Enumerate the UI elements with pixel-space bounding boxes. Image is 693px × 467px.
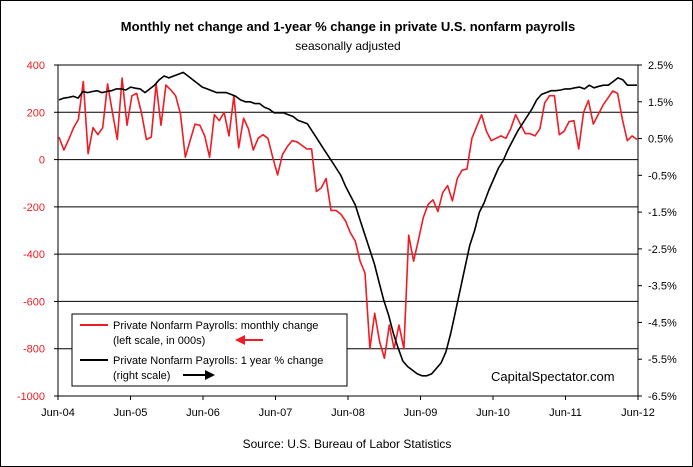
right-tick-label-2: 0.5% — [648, 134, 673, 146]
watermark: CapitalSpectator.com — [491, 369, 615, 384]
chart-title: Monthly net change and 1-year % change i… — [121, 19, 575, 34]
right-tick-label-9: -6.5% — [648, 391, 677, 403]
legend-sublabel-0: (left scale, in 000s) — [113, 335, 205, 347]
right-tick-label-7: -4.5% — [648, 317, 677, 329]
x-tick-label-2: Jun-06 — [186, 407, 220, 419]
legend-label-1: Private Nonfarm Payrolls: 1 year % chang… — [113, 355, 323, 367]
x-tick-label-8: Jun-12 — [621, 407, 655, 419]
legend-sublabel-1: (right scale) — [113, 370, 170, 382]
left-tick-label-0: 400 — [27, 60, 45, 72]
right-tick-label-4: -1.5% — [648, 207, 677, 219]
right-tick-label-6: -3.5% — [648, 281, 677, 293]
left-tick-label-5: -600 — [23, 296, 45, 308]
x-tick-label-1: Jun-05 — [114, 407, 148, 419]
series-line-yoy-pct — [58, 71, 637, 377]
source-note: Source: U.S. Bureau of Labor Statistics — [243, 437, 452, 451]
x-tick-label-0: Jun-04 — [41, 407, 75, 419]
x-tick-label-5: Jun-09 — [404, 407, 438, 419]
right-tick-label-1: 1.5% — [648, 97, 673, 109]
left-tick-label-4: -400 — [23, 249, 45, 261]
x-tick-label-4: Jun-08 — [331, 407, 365, 419]
x-tick-label-3: Jun-07 — [259, 407, 293, 419]
left-tick-label-6: -800 — [23, 344, 45, 356]
left-tick-label-1: 200 — [27, 107, 45, 119]
right-tick-label-8: -5.5% — [648, 354, 677, 366]
chart-subtitle: seasonally adjusted — [295, 39, 400, 53]
left-tick-label-2: 0 — [39, 155, 45, 167]
legend-arrow-left-icon — [235, 335, 245, 345]
x-tick-label-6: Jun-10 — [476, 407, 510, 419]
x-tick-label-7: Jun-11 — [549, 407, 582, 419]
right-tick-label-5: -2.5% — [648, 244, 677, 256]
legend-arrow-right-icon — [205, 370, 215, 380]
left-tick-label-3: -200 — [23, 202, 45, 214]
series-line-monthly-change — [58, 77, 638, 360]
right-tick-label-3: -0.5% — [648, 170, 677, 182]
legend: Private Nonfarm Payrolls: monthly change… — [71, 313, 348, 387]
right-tick-label-0: 2.5% — [648, 60, 673, 72]
plot-area: 400 200 0 -200 -400 -600 -800 -1000 2.5% 1.5% 0.5%… — [17, 60, 677, 419]
legend-label-0: Private Nonfarm Payrolls: monthly change — [113, 320, 318, 332]
left-tick-label-7: -1000 — [17, 391, 45, 403]
